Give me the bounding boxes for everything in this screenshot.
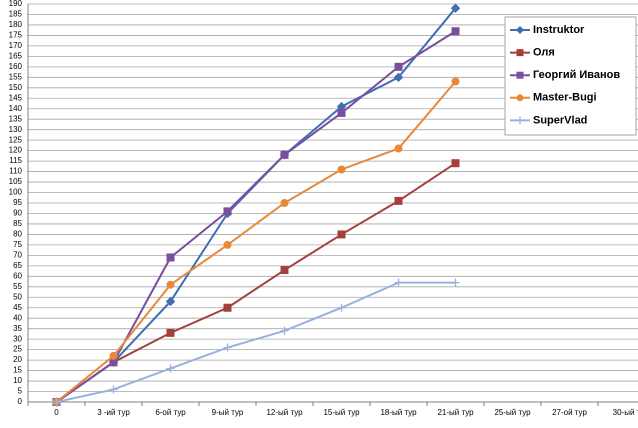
legend-label: Георгий Иванов xyxy=(533,69,620,81)
y-tick-label: 30 xyxy=(13,334,22,343)
point xyxy=(337,230,346,239)
y-tick-label: 120 xyxy=(9,146,23,155)
point xyxy=(223,240,232,249)
y-tick-label: 35 xyxy=(13,324,22,333)
x-tick-label: 18-ый тур xyxy=(380,408,417,417)
y-tick-label: 15 xyxy=(13,366,22,375)
y-tick-label: 180 xyxy=(9,20,23,29)
point xyxy=(109,351,118,360)
point xyxy=(166,364,175,373)
point xyxy=(451,27,460,36)
line xyxy=(56,281,456,403)
point xyxy=(451,159,460,168)
x-tick-label: 30-ый т xyxy=(613,408,638,417)
legend-label: Оля xyxy=(533,47,555,59)
point xyxy=(337,108,346,117)
y-tick-label: 45 xyxy=(13,303,22,312)
x-tick-label: 12-ый тур xyxy=(266,408,303,417)
y-tick-label: 65 xyxy=(13,261,22,270)
point xyxy=(394,196,403,205)
y-tick-label: 105 xyxy=(9,177,23,186)
y-tick-label: 100 xyxy=(9,188,23,197)
point xyxy=(223,207,232,216)
legend-marker xyxy=(516,94,524,102)
point xyxy=(166,280,175,289)
legend-marker xyxy=(516,116,524,125)
y-tick-label: 150 xyxy=(9,83,23,92)
x-tick-label: 27-ой тур xyxy=(552,408,587,417)
y-tick-label: 0 xyxy=(18,397,23,406)
point xyxy=(52,398,61,406)
x-tick-label: 15-ый тур xyxy=(323,408,360,417)
y-tick-label: 110 xyxy=(9,167,22,176)
line xyxy=(55,162,457,403)
legend-marker xyxy=(516,49,524,57)
y-tick-label: 115 xyxy=(9,156,22,165)
y-tick-label: 125 xyxy=(9,135,23,144)
y-tick-label: 40 xyxy=(13,313,22,322)
x-tick-label: 9-ый тур xyxy=(212,408,244,417)
point xyxy=(451,77,460,86)
y-tick-label: 185 xyxy=(9,10,23,19)
x-tick-label: 0 xyxy=(54,408,59,417)
y-tick-label: 90 xyxy=(13,209,22,218)
y-tick-label: 130 xyxy=(9,125,23,134)
legend-marker xyxy=(516,26,524,34)
y-tick-label: 165 xyxy=(9,51,23,60)
point xyxy=(109,385,118,394)
point xyxy=(337,165,346,174)
legend-label: Instruktor xyxy=(533,24,585,36)
y-tick-label: 70 xyxy=(13,250,22,259)
point xyxy=(223,303,232,312)
point xyxy=(337,303,346,312)
point xyxy=(393,72,404,83)
point xyxy=(394,62,403,71)
y-tick-label: 85 xyxy=(13,219,22,228)
legend-label: Master-Bugi xyxy=(533,92,597,104)
x-tick-label: 6-ой тур xyxy=(155,408,186,417)
y-tick-label: 10 xyxy=(13,376,22,385)
legend-label: SuperVlad xyxy=(533,114,587,126)
point xyxy=(223,343,232,352)
legend-marker xyxy=(516,71,524,79)
x-tick-label: 25-ый тур xyxy=(494,408,531,417)
y-tick-label: 190 xyxy=(9,0,23,8)
point xyxy=(280,266,289,275)
point xyxy=(280,199,289,207)
point xyxy=(280,326,289,335)
y-tick-label: 60 xyxy=(13,271,22,280)
point xyxy=(450,3,461,13)
y-tick-label: 155 xyxy=(9,72,23,81)
point xyxy=(166,328,175,337)
y-tick-label: 20 xyxy=(13,355,22,364)
y-tick-label: 175 xyxy=(9,31,23,40)
point xyxy=(394,144,403,153)
x-tick-label: 21-ый тур xyxy=(437,408,474,417)
y-tick-label: 80 xyxy=(13,230,22,239)
point xyxy=(165,296,176,307)
point xyxy=(280,150,289,159)
point xyxy=(166,253,175,262)
y-tick-label: 135 xyxy=(9,114,23,123)
y-tick-label: 55 xyxy=(13,282,22,291)
line xyxy=(55,80,457,403)
y-tick-label: 25 xyxy=(13,345,22,354)
x-tick-label: 3 -ий тур xyxy=(97,408,130,417)
y-tick-label: 95 xyxy=(13,198,22,207)
y-tick-label: 145 xyxy=(9,93,23,102)
point xyxy=(451,278,460,287)
y-tick-label: 160 xyxy=(9,62,23,71)
y-tick-label: 5 xyxy=(18,387,23,396)
y-tick-label: 50 xyxy=(13,292,22,301)
point xyxy=(394,278,403,287)
y-tick-label: 75 xyxy=(13,240,22,249)
y-tick-label: 140 xyxy=(9,104,23,113)
y-tick-label: 170 xyxy=(9,41,23,50)
